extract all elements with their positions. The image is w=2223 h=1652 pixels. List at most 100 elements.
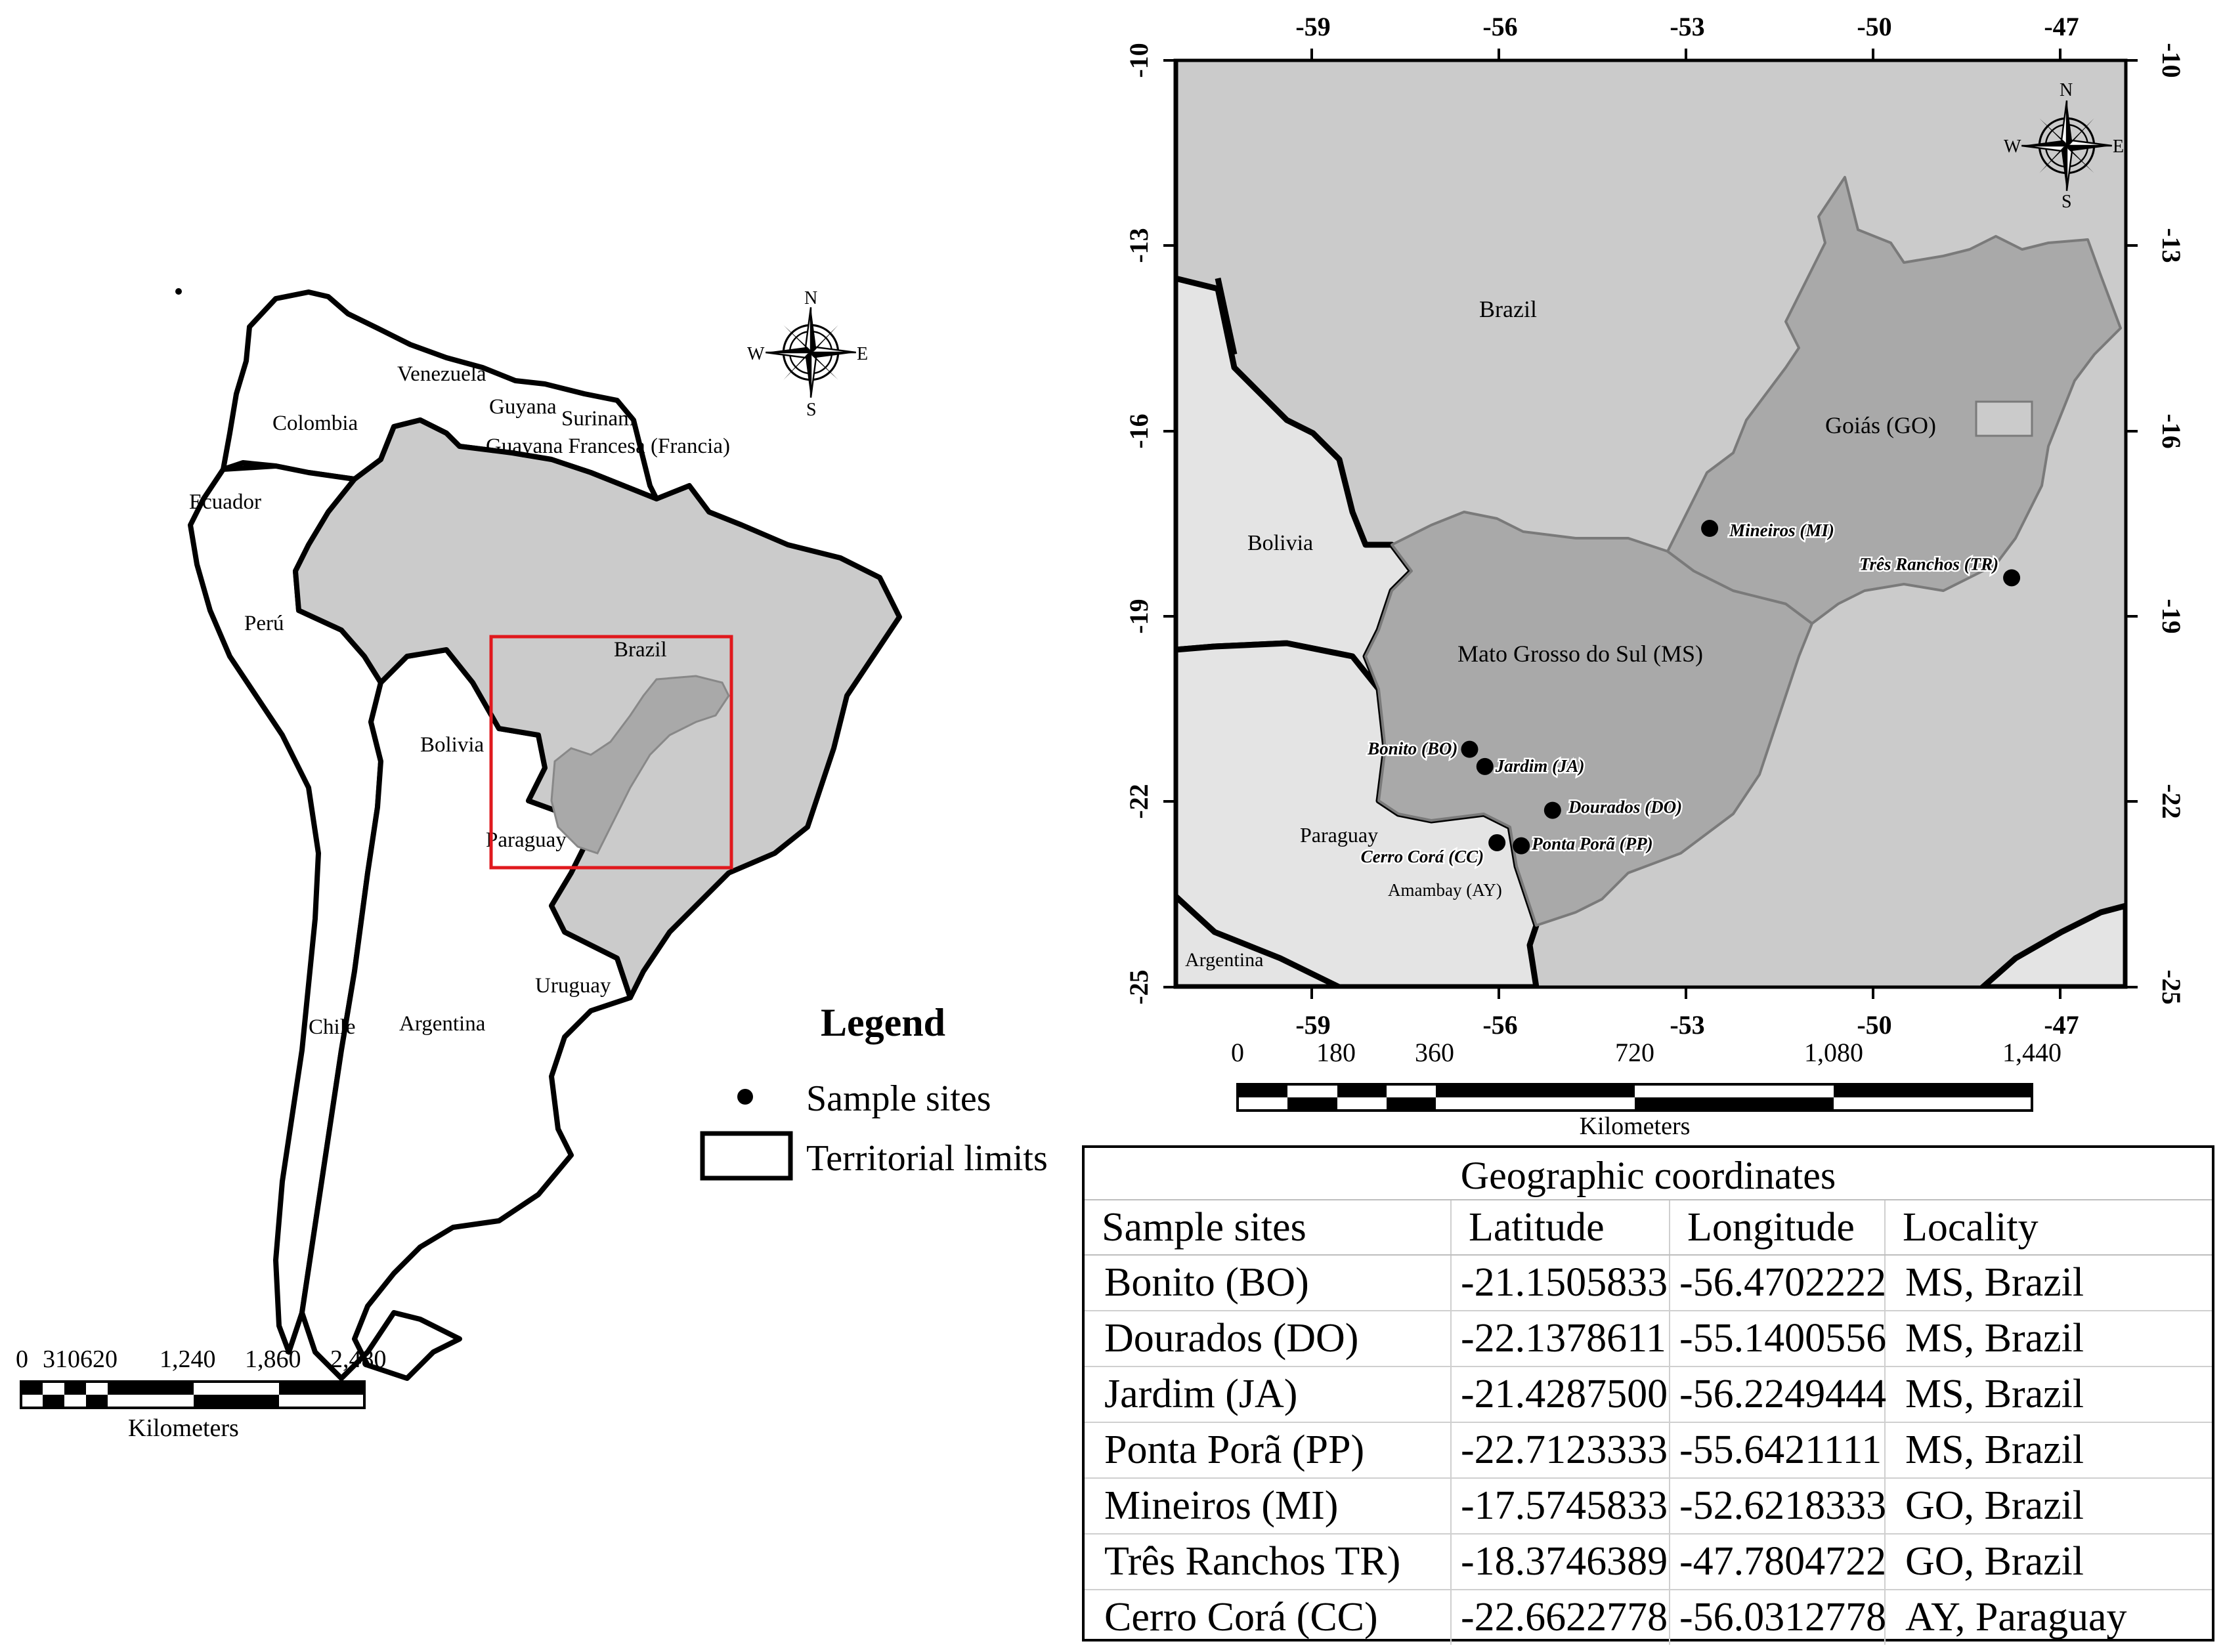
overview-label-surinam: Surinam (561, 407, 635, 431)
overview-compass-s: S (806, 400, 817, 420)
lat-right-25: -25 (2157, 969, 2186, 1004)
overview-compass-n: N (804, 288, 817, 308)
detail-scale-tick-0: 0 (1231, 1038, 1244, 1067)
detail-compass-n: N (2060, 80, 2073, 100)
cell-lon: -47.7804722 (1669, 1533, 1886, 1590)
sample-site-label: Bonito (BO) (1367, 739, 1457, 759)
overview-label-venezuela: Venezuela (397, 362, 486, 386)
detail-scale-tick-3: 720 (1615, 1038, 1654, 1067)
lat-left-13: -13 (1124, 228, 1154, 263)
detail-label-argentina: Argentina (1185, 949, 1263, 971)
detail-map: -59 -56 -53 -50 -47 -59 -56 -53 -50 -47 … (1124, 12, 2186, 1140)
detail-brazil-south-boundary (1978, 902, 2126, 987)
lon-top-53: -53 (1670, 12, 1704, 41)
cell-locality: MS, Brazil (1884, 1366, 2212, 1422)
overview-compass-icon (764, 306, 857, 399)
cell-lon: -56.0312778 (1669, 1589, 1886, 1645)
brazil-shape (293, 417, 902, 1000)
cell-lat: -22.6622778 (1450, 1589, 1670, 1645)
cell-locality: MS, Brazil (1884, 1310, 2212, 1366)
detail-brazil-bolivia-boundary (1215, 278, 1238, 355)
overview-label-colombia: Colombia (272, 412, 358, 435)
cell-lon: -56.2249444 (1669, 1366, 1886, 1422)
lat-right-22: -22 (2157, 784, 2186, 818)
detail-label-ms: Mato Grosso do Sul (MS) (1457, 641, 1703, 667)
cell-site: Bonito (BO) (1085, 1254, 1451, 1311)
sample-site-label: Jardim (JA) (1495, 756, 1585, 776)
overview-label-bolivia: Bolivia (420, 733, 485, 757)
lat-left-25: -25 (1124, 969, 1154, 1004)
legend-label-sample-sites: Sample sites (806, 1078, 991, 1119)
study-area-frame (489, 635, 733, 870)
overview-label-chile: Chile (309, 1015, 356, 1039)
detail-ms-shape (1364, 511, 1813, 927)
detail-sample-sites: Mineiros (MI) Três Ranchos (TR) Bonito (BO… (1359, 519, 2021, 868)
cell-site: Dourados (DO) (1085, 1310, 1451, 1366)
cell-lon: -52.6218333 (1669, 1477, 1886, 1534)
header-sample-sites: Sample sites (1085, 1200, 1451, 1256)
detail-scale-tick-4: 1,080 (1804, 1038, 1863, 1067)
overview-label-paraguay: Paraguay (486, 828, 567, 852)
sample-site-dot-icon (737, 1089, 753, 1105)
lon-bottom-47: -47 (2044, 1010, 2079, 1040)
overview-scale-bar: 0 310620 1,240 1,860 2,480 Kilometers (16, 1345, 387, 1442)
detail-argentina-boundary (1175, 893, 1341, 987)
island-dot (175, 288, 182, 295)
detail-scale-unit: Kilometers (1580, 1112, 1691, 1140)
header-latitude: Latitude (1450, 1200, 1670, 1256)
sample-site-marker (2003, 569, 2021, 587)
detail-lat-ticks (1163, 59, 2138, 988)
table-row: Bonito (BO) -21.1505833 -56.4702222 MS, … (1085, 1254, 2212, 1311)
table-row: Dourados (DO) -22.1378611 -55.1400556 MS… (1085, 1310, 2212, 1366)
lat-left-10: -10 (1124, 43, 1154, 77)
overview-compass-w: W (747, 344, 765, 364)
lat-right-19: -19 (2157, 599, 2186, 633)
detail-compass-w: W (2004, 137, 2021, 157)
table-row: Cerro Corá (CC) -22.6622778 -56.0312778 … (1085, 1589, 2212, 1645)
sample-site-label: Três Ranchos (TR) (1859, 554, 1998, 574)
overview-label-argentina: Argentina (399, 1012, 486, 1036)
sample-site-label: Ponta Porã (PP) (1531, 834, 1652, 854)
detail-federal-district (1975, 400, 2033, 437)
lon-top-50: -50 (1857, 12, 1891, 41)
detail-scale-tick-2: 360 (1415, 1038, 1454, 1067)
cell-locality: GO, Brazil (1884, 1477, 2212, 1534)
detail-label-goias: Goiás (GO) (1825, 412, 1936, 438)
table-row: Jardim (JA) -21.4287500 -56.2249444 MS, … (1085, 1366, 2212, 1422)
overview-label-ecuador: Ecuador (189, 490, 261, 514)
lon-bottom-56: -56 (1482, 1010, 1517, 1040)
table-row: Mineiros (MI) -17.5745833 -52.6218333 GO… (1085, 1477, 2212, 1534)
coordinates-table: Geographic coordinates Sample sites Lati… (1082, 1145, 2214, 1645)
cell-locality: MS, Brazil (1884, 1422, 2212, 1478)
overview-label-peru: Perú (244, 612, 284, 635)
cell-lat: -22.7123333 (1450, 1422, 1670, 1478)
lat-left-19: -19 (1124, 599, 1154, 633)
overview-map: Venezuela Colombia Guyana Surinam Guayan… (16, 288, 902, 1442)
lon-bottom-53: -53 (1670, 1010, 1704, 1040)
lon-top-47: -47 (2044, 12, 2079, 41)
legend-label-territorial-limits: Territorial limits (806, 1138, 1048, 1179)
header-locality: Locality (1884, 1200, 2212, 1256)
detail-compass-s: S (2061, 192, 2072, 212)
detail-lon-ticks (1310, 49, 2061, 999)
sample-site-marker (1513, 837, 1530, 855)
lat-left-22: -22 (1124, 784, 1154, 818)
cell-locality: MS, Brazil (1884, 1254, 2212, 1311)
sample-site-label: Mineiros (MI) (1729, 520, 1834, 540)
overview-label-uruguay: Uruguay (535, 974, 611, 998)
lon-top-59: -59 (1295, 12, 1330, 41)
lat-left-16: -16 (1124, 413, 1154, 448)
sample-site-label: Cerro Corá (CC) (1361, 847, 1484, 866)
overview-label-guyana: Guyana (489, 395, 557, 419)
legend: Legend Sample sites Territorial limits (700, 1001, 1048, 1181)
lat-right-13: -13 (2157, 228, 2186, 263)
table-header-row: Sample sites Latitude Longitude Locality (1085, 1200, 2212, 1256)
overview-label-french-guiana: Guayana Francesa (Francia) (486, 434, 730, 458)
overview-label-brazil: Brazil (614, 638, 667, 662)
overview-scale-unit: Kilometers (128, 1414, 239, 1442)
cell-lon: -56.4702222 (1669, 1254, 1886, 1311)
cell-lat: -22.1378611 (1450, 1310, 1670, 1366)
cell-lon: -55.1400556 (1669, 1310, 1886, 1366)
cell-site: Jardim (JA) (1085, 1366, 1451, 1422)
